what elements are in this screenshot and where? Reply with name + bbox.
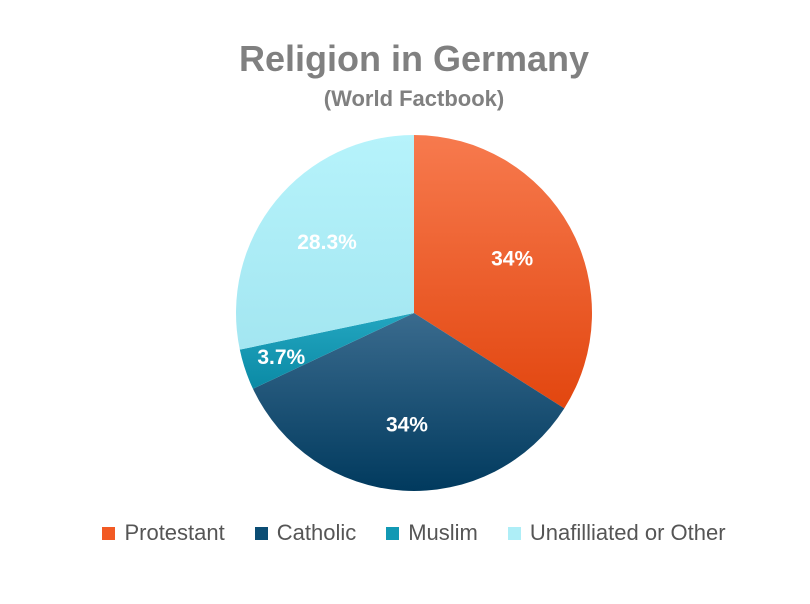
- data-label-catholic: 34%: [386, 413, 428, 436]
- chart-title: Religion in Germany: [238, 38, 590, 79]
- data-label-unafilliated-or-other: 28.3%: [297, 231, 357, 254]
- data-label-muslim: 3.7%: [257, 346, 305, 369]
- legend-label: Catholic: [276, 520, 357, 545]
- legend-item-protestant: Protestant: [102, 520, 225, 546]
- pie-slice-protestant: [414, 135, 592, 409]
- pie-slice-catholic: [252, 313, 565, 492]
- legend-label: Protestant: [124, 520, 225, 545]
- pie-slice-muslim: [239, 313, 414, 389]
- pie-slices: [236, 135, 592, 492]
- data-label-protestant: 34%: [491, 248, 533, 271]
- legend-item-catholic: Catholic: [254, 520, 357, 546]
- legend-label: Muslim: [408, 520, 478, 545]
- pie-slice-unafilliated-or-other: [236, 135, 414, 350]
- legend-item-unafilliated-or-other: Unafilliated or Other: [507, 520, 726, 546]
- legend-label: Unafilliated or Other: [529, 520, 726, 545]
- chart-subtitle: (World Factbook): [323, 86, 505, 111]
- legend-swatch: [507, 526, 521, 540]
- pie-data-labels: 34% 34% 3.7% 28.3%: [257, 231, 533, 436]
- legend-swatch: [386, 526, 400, 540]
- legend-item-muslim: Muslim: [386, 520, 478, 546]
- legend: Protestant Catholic Muslim Unafilliated or …: [0, 520, 810, 546]
- legend-swatch: [254, 526, 268, 540]
- legend-swatch: [102, 526, 116, 540]
